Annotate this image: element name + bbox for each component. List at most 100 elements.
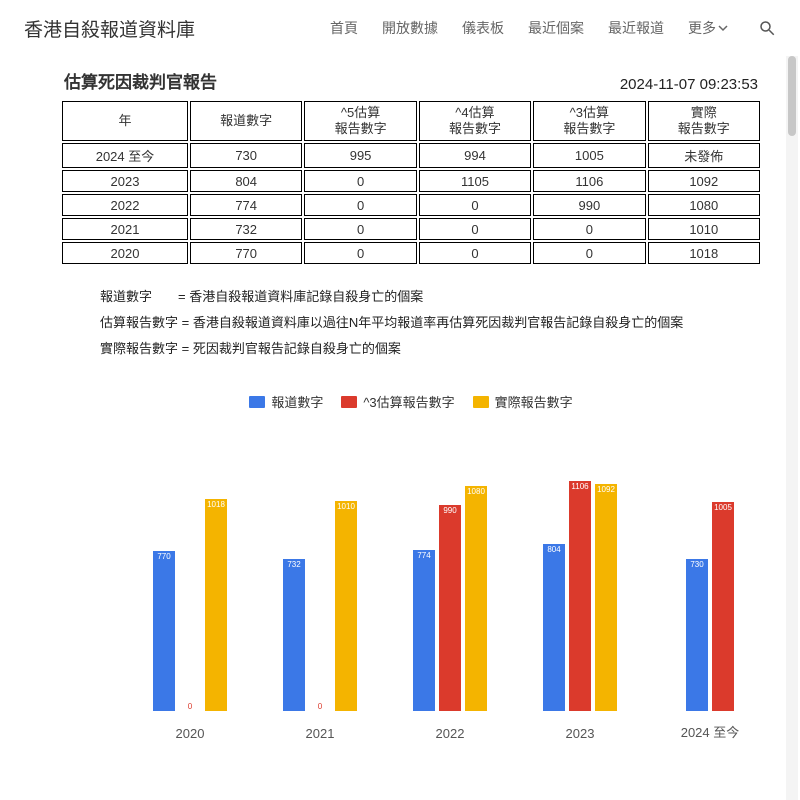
nav-more[interactable]: 更多 bbox=[688, 18, 728, 38]
definitions: 報道數字 = 香港自殺報道資料庫記錄自殺身亡的個案估算報告數字 = 香港自殺報道… bbox=[60, 284, 762, 362]
table-cell: 0 bbox=[533, 242, 645, 264]
table-cell: 0 bbox=[533, 218, 645, 240]
table-cell: 1080 bbox=[648, 194, 760, 216]
table-cell: 1106 bbox=[533, 170, 645, 192]
bar-value-label: 732 bbox=[283, 559, 305, 569]
table-row: 20238040110511061092 bbox=[62, 170, 760, 192]
scrollbar[interactable] bbox=[786, 56, 798, 800]
bar-chart: 770 0 1018 2020 732 0 1010 2021 774 990 1080 2022 80… bbox=[60, 461, 762, 771]
chart-legend: 報道數字 ^3估算報告數字 實際報告數字 bbox=[60, 392, 762, 411]
bar-group: 770 0 1018 bbox=[140, 499, 240, 711]
bar: 730 bbox=[686, 559, 708, 711]
table-header: ^5估算報告數字 bbox=[304, 101, 416, 141]
legend-label: ^3估算報告數字 bbox=[363, 392, 454, 411]
table-row: 2024 至今7309959941005未發佈 bbox=[62, 143, 760, 168]
x-axis-label: 2022 bbox=[400, 726, 500, 741]
table-cell: 1018 bbox=[648, 242, 760, 264]
legend-item: 實際報告數字 bbox=[473, 392, 573, 411]
table-cell: 1105 bbox=[419, 170, 531, 192]
bar: 1080 bbox=[465, 486, 487, 711]
table-cell: 0 bbox=[304, 170, 416, 192]
bar-group: 774 990 1080 bbox=[400, 486, 500, 711]
chevron-down-icon bbox=[718, 20, 728, 36]
top-bar: 香港自殺報道資料庫 首頁 開放數據 儀表板 最近個案 最近報道 更多 bbox=[0, 0, 800, 56]
definition-line: 實際報告數字 = 死因裁判官報告記錄自殺身亡的個案 bbox=[100, 336, 762, 362]
bar: 1106 bbox=[569, 481, 591, 711]
bar: 1018 bbox=[205, 499, 227, 711]
legend-swatch bbox=[341, 396, 357, 408]
bar: 774 bbox=[413, 550, 435, 711]
table-cell: 0 bbox=[419, 218, 531, 240]
definition-line: 報道數字 = 香港自殺報道資料庫記錄自殺身亡的個案 bbox=[100, 284, 762, 310]
table-cell: 未發佈 bbox=[648, 143, 760, 168]
table-row: 20207700001018 bbox=[62, 242, 760, 264]
table-cell: 2022 bbox=[62, 194, 188, 216]
table-header: ^3估算報告數字 bbox=[533, 101, 645, 141]
bar-value-label: 1010 bbox=[335, 501, 357, 511]
table-cell: 2020 bbox=[62, 242, 188, 264]
bar: 770 bbox=[153, 551, 175, 711]
table-cell: 0 bbox=[419, 194, 531, 216]
legend-swatch bbox=[473, 396, 489, 408]
timestamp: 2024-11-07 09:23:53 bbox=[620, 76, 758, 93]
table-header: 年 bbox=[62, 101, 188, 141]
data-table: 年報道數字^5估算報告數字^4估算報告數字^3估算報告數字實際報告數字 2024… bbox=[60, 99, 762, 266]
bar-value-label: 990 bbox=[439, 505, 461, 515]
bar-value-label: 1092 bbox=[595, 484, 617, 494]
nav-home[interactable]: 首頁 bbox=[330, 18, 358, 38]
scroll-thumb[interactable] bbox=[788, 56, 796, 136]
nav-more-label: 更多 bbox=[688, 18, 716, 38]
bar-value-label: 1080 bbox=[465, 486, 487, 496]
legend-item: 報道數字 bbox=[249, 392, 323, 411]
search-icon[interactable] bbox=[758, 19, 776, 37]
bar-value-label: 770 bbox=[153, 551, 175, 561]
table-cell: 990 bbox=[533, 194, 645, 216]
table-cell: 732 bbox=[190, 218, 302, 240]
table-header: 報道數字 bbox=[190, 101, 302, 141]
nav-recent-reports[interactable]: 最近報道 bbox=[608, 18, 664, 38]
table-cell: 2021 bbox=[62, 218, 188, 240]
bar: 1010 bbox=[335, 501, 357, 711]
heading-row: 估算死因裁判官報告 2024-11-07 09:23:53 bbox=[60, 64, 762, 97]
legend-swatch bbox=[249, 396, 265, 408]
bar-value-label: 0 bbox=[309, 703, 331, 711]
bar-value-label: 804 bbox=[543, 544, 565, 554]
table-cell: 770 bbox=[190, 242, 302, 264]
bar-value-label: 730 bbox=[686, 559, 708, 569]
bar: 1005 bbox=[712, 502, 734, 711]
table-header: ^4估算報告數字 bbox=[419, 101, 531, 141]
nav-recent-cases[interactable]: 最近個案 bbox=[528, 18, 584, 38]
table-cell: 0 bbox=[419, 242, 531, 264]
site-title[interactable]: 香港自殺報道資料庫 bbox=[24, 15, 195, 42]
bar-value-label: 774 bbox=[413, 550, 435, 560]
x-axis-label: 2023 bbox=[530, 726, 630, 741]
x-axis-label: 2020 bbox=[140, 726, 240, 741]
table-cell: 0 bbox=[304, 242, 416, 264]
x-axis-label: 2021 bbox=[270, 726, 370, 741]
nav-open-data[interactable]: 開放數據 bbox=[382, 18, 438, 38]
bar: 1092 bbox=[595, 484, 617, 712]
legend-label: 報道數字 bbox=[271, 392, 323, 411]
top-nav: 首頁 開放數據 儀表板 最近個案 最近報道 更多 bbox=[235, 18, 740, 38]
definition-line: 估算報告數字 = 香港自殺報道資料庫以過往N年平均報道率再估算死因裁判官報告記錄… bbox=[100, 310, 762, 336]
table-cell: 730 bbox=[190, 143, 302, 168]
nav-dashboard[interactable]: 儀表板 bbox=[462, 18, 504, 38]
bar-value-label: 1005 bbox=[712, 502, 734, 512]
bar-value-label: 1106 bbox=[569, 481, 591, 491]
table-cell: 774 bbox=[190, 194, 302, 216]
bar: 990 bbox=[439, 505, 461, 711]
table-cell: 1010 bbox=[648, 218, 760, 240]
table-cell: 995 bbox=[304, 143, 416, 168]
legend-label: 實際報告數字 bbox=[495, 392, 573, 411]
table-cell: 1005 bbox=[533, 143, 645, 168]
table-cell: 2023 bbox=[62, 170, 188, 192]
bar-group: 804 1106 1092 bbox=[530, 481, 630, 711]
bar: 732 bbox=[283, 559, 305, 712]
page-heading: 估算死因裁判官報告 bbox=[64, 68, 217, 93]
bar-value-label: 0 bbox=[179, 703, 201, 711]
bar: 804 bbox=[543, 544, 565, 712]
table-header: 實際報告數字 bbox=[648, 101, 760, 141]
table-cell: 1092 bbox=[648, 170, 760, 192]
table-row: 20217320001010 bbox=[62, 218, 760, 240]
page-content: 估算死因裁判官報告 2024-11-07 09:23:53 年報道數字^5估算報… bbox=[0, 56, 782, 800]
